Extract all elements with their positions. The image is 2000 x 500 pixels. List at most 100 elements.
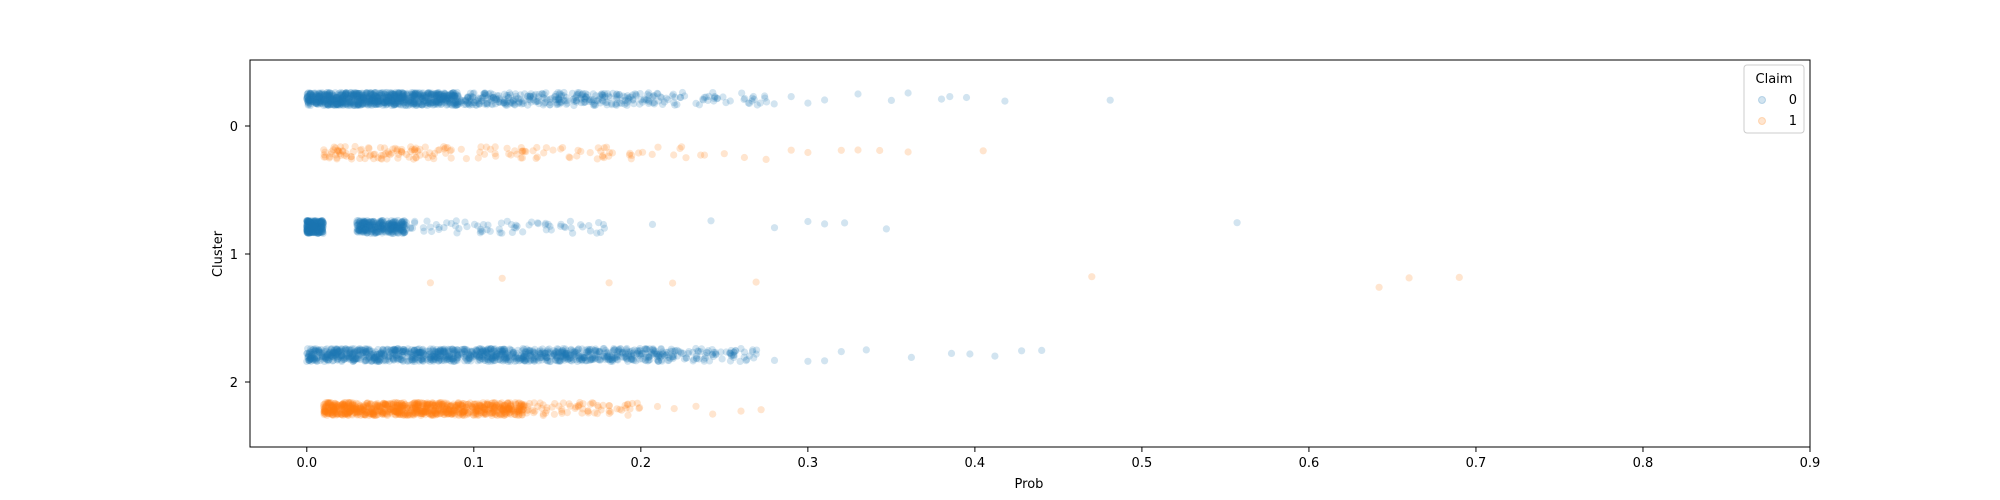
point-claim0-cluster0-601: [315, 89, 323, 97]
point-claim0-cluster0-1280: [1106, 96, 1114, 104]
point-claim0-cluster0-603: [393, 98, 401, 106]
point-claim1-cluster1-3415: [426, 279, 434, 287]
point-claim0-cluster0-730: [354, 90, 362, 98]
point-claim0-cluster0-367: [315, 92, 323, 100]
point-claim0-cluster0-517: [307, 89, 315, 97]
point-claim0-cluster0-277: [371, 101, 379, 109]
point-claim1-cluster2-4391: [531, 407, 539, 415]
point-claim0-cluster0-557: [375, 100, 383, 108]
point-claim0-cluster0-459: [426, 98, 434, 106]
point-claim1-cluster2-4393: [539, 401, 547, 409]
point-claim1-cluster2-4314: [418, 399, 426, 407]
point-claim0-cluster0-609: [345, 96, 353, 104]
point-claim0-cluster2-3229: [770, 356, 779, 364]
point-claim0-cluster2-2736: [500, 345, 508, 354]
point-claim0-cluster1-1949: [577, 221, 585, 229]
point-claim0-cluster0-686: [334, 96, 342, 104]
point-claim0-cluster2-3153: [655, 351, 663, 359]
point-claim1-cluster2-4378: [607, 408, 615, 416]
point-claim0-cluster0-1: [377, 97, 385, 105]
point-claim0-cluster0-282: [395, 101, 403, 109]
y-tick-label-1: 1: [230, 248, 238, 263]
point-claim0-cluster0-425: [388, 90, 396, 98]
point-claim0-cluster0-597: [452, 99, 460, 107]
point-claim0-cluster0-642: [337, 91, 345, 99]
point-claim0-cluster0-340: [335, 95, 343, 103]
point-claim0-cluster0-483: [440, 92, 448, 101]
point-claim0-cluster0-1198: [453, 100, 461, 109]
point-claim0-cluster0-599: [315, 98, 323, 106]
point-claim0-cluster0-496: [309, 96, 317, 104]
point-claim0-cluster0-383: [424, 92, 432, 100]
point-claim0-cluster1-1945: [544, 220, 552, 228]
point-claim0-cluster2-2830: [368, 357, 376, 365]
point-claim0-cluster2-2849: [428, 356, 436, 364]
point-claim0-cluster0-310: [365, 100, 373, 108]
point-claim0-cluster0-163: [356, 97, 364, 105]
point-claim1-cluster0-3382: [682, 154, 690, 162]
point-claim0-cluster1-1937: [423, 217, 431, 225]
point-claim1-cluster0-3301: [397, 147, 406, 156]
point-claim0-cluster0-322: [334, 99, 342, 107]
point-claim0-cluster0-1180: [505, 89, 514, 97]
point-claim0-cluster0-725: [440, 94, 448, 102]
point-claim0-cluster0-410: [333, 94, 341, 102]
point-claim0-cluster0-412: [367, 91, 376, 100]
point-claim0-cluster0-64: [436, 91, 445, 99]
point-claim1-cluster0-3401: [678, 143, 686, 151]
point-claim0-cluster0-544: [369, 90, 377, 98]
point-claim0-cluster0-556: [428, 89, 436, 97]
point-claim0-cluster2-3155: [642, 345, 650, 353]
point-claim0-cluster0-1275: [904, 89, 912, 97]
point-claim0-cluster0-194: [303, 94, 311, 102]
point-claim1-cluster0-3343: [529, 147, 537, 155]
point-claim0-cluster0-5: [306, 98, 315, 106]
point-claim0-cluster0-499: [375, 90, 384, 98]
point-claim0-cluster0-271: [426, 100, 434, 108]
point-claim0-cluster0-313: [398, 93, 406, 101]
point-claim0-cluster2-3146: [604, 355, 612, 363]
point-claim0-cluster0-596: [312, 89, 320, 97]
point-claim0-cluster0-215: [367, 90, 375, 98]
point-claim0-cluster0-79: [392, 90, 400, 98]
point-claim0-cluster0-214: [380, 100, 388, 108]
point-claim0-cluster0-62: [451, 92, 459, 101]
point-claim0-cluster0-659: [308, 91, 316, 100]
point-claim0-cluster0-898: [304, 96, 312, 104]
point-claim0-cluster0-293: [431, 90, 439, 99]
point-claim0-cluster0-296: [418, 94, 426, 102]
point-claim0-cluster0-657: [330, 100, 338, 108]
point-claim0-cluster0-593: [324, 89, 332, 97]
point-claim0-cluster0-489: [377, 89, 385, 98]
point-claim0-cluster0-577: [402, 95, 410, 103]
point-claim1-cluster2-4379: [626, 405, 634, 413]
point-claim0-cluster0-692: [372, 89, 380, 97]
point-claim0-cluster0-107: [354, 101, 362, 109]
point-claim0-cluster0-373: [395, 91, 403, 99]
point-claim0-cluster0-195: [435, 89, 443, 97]
point-claim0-cluster0-1249: [726, 97, 734, 105]
point-claim0-cluster2-3235: [947, 349, 956, 357]
point-claim0-cluster0-203: [347, 91, 356, 99]
point-claim0-cluster0-45: [389, 96, 397, 104]
point-claim0-cluster0-319: [383, 98, 391, 106]
point-claim0-cluster0-538: [339, 92, 347, 100]
point-claim0-cluster0-395: [364, 101, 372, 109]
point-claim0-cluster0-133: [444, 92, 452, 100]
point-claim0-cluster0-485: [354, 91, 362, 100]
point-claim0-cluster0-882: [401, 101, 410, 109]
point-claim0-cluster0-275: [449, 89, 457, 97]
point-claim0-cluster0-417: [432, 100, 440, 108]
point-claim0-cluster0-346: [321, 97, 329, 105]
point-claim0-cluster0-354: [326, 93, 334, 101]
point-claim0-cluster1-1952: [707, 217, 715, 225]
point-claim0-cluster0-566: [340, 98, 348, 107]
point-claim0-cluster0-154: [326, 98, 335, 106]
point-claim0-cluster0-611: [306, 96, 314, 104]
point-claim0-cluster0-369: [436, 95, 444, 103]
point-claim0-cluster0-385: [363, 89, 371, 97]
point-claim0-cluster0-272: [414, 92, 422, 100]
point-claim0-cluster0-1239: [763, 98, 771, 106]
point-claim1-cluster2-4291: [436, 399, 444, 407]
point-claim0-cluster0-149: [346, 98, 354, 106]
